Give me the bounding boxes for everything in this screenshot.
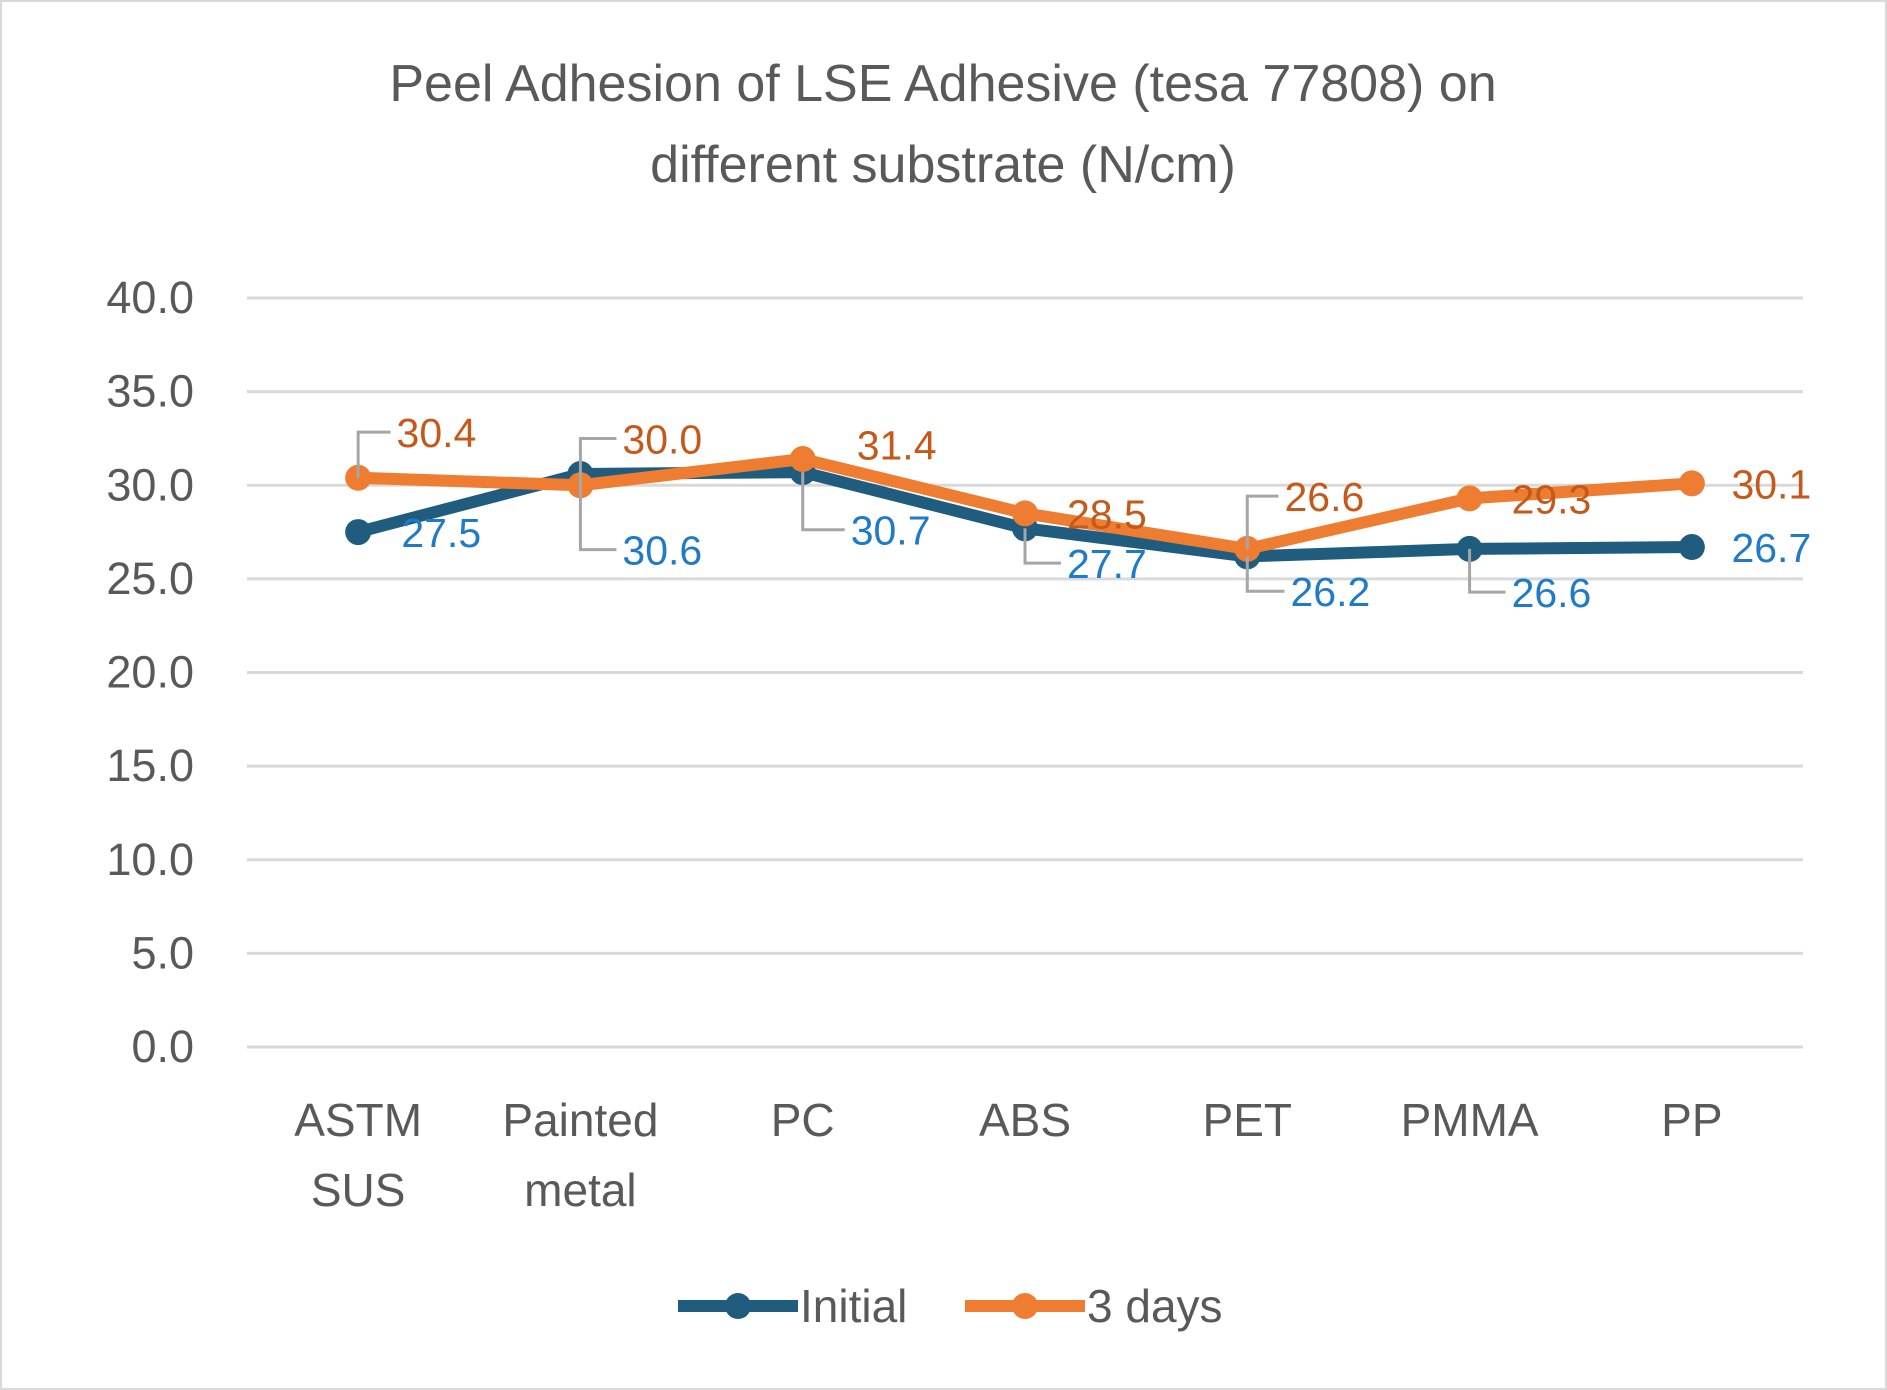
x-tick-label: Painted xyxy=(502,1094,658,1146)
y-tick-label: 15.0 xyxy=(106,740,194,791)
data-label: 30.1 xyxy=(1731,461,1811,507)
data-label: 28.5 xyxy=(1067,491,1147,537)
data-point xyxy=(1678,534,1705,561)
leader-line xyxy=(1023,528,1061,565)
x-tick-label: PMMA xyxy=(1401,1094,1539,1146)
y-tick-label: 5.0 xyxy=(131,927,194,978)
data-label: 30.6 xyxy=(622,528,702,574)
data-point xyxy=(345,519,372,546)
y-tick-label: 40.0 xyxy=(106,272,194,323)
data-point xyxy=(1678,470,1705,497)
data-label: 30.7 xyxy=(851,508,931,554)
data-point xyxy=(1456,485,1483,512)
data-label: 29.3 xyxy=(1512,476,1592,522)
data-label: 26.7 xyxy=(1731,525,1811,571)
data-label: 26.6 xyxy=(1512,570,1592,616)
data-label: 26.6 xyxy=(1284,474,1364,520)
data-point xyxy=(789,446,816,473)
leader-line xyxy=(578,474,617,552)
legend-label: Initial xyxy=(800,1280,907,1332)
x-tick-label: ABS xyxy=(979,1094,1071,1146)
data-point xyxy=(1012,500,1038,527)
chart-title-line-2: different substrate (N/cm) xyxy=(650,136,1236,194)
x-tick-label: PET xyxy=(1203,1094,1292,1146)
x-tick-label: PP xyxy=(1661,1094,1722,1146)
y-tick-label: 20.0 xyxy=(106,647,194,698)
data-label: 26.2 xyxy=(1290,569,1370,615)
leader-line xyxy=(801,472,845,532)
data-label: 31.4 xyxy=(857,423,937,469)
data-label: 30.4 xyxy=(397,410,477,456)
x-tick-label: PC xyxy=(771,1094,835,1146)
leader-line xyxy=(1245,494,1279,549)
legend-marker xyxy=(1012,1293,1038,1319)
legend-marker xyxy=(725,1293,751,1319)
leader-line xyxy=(1245,556,1285,593)
y-tick-label: 30.0 xyxy=(106,459,194,510)
data-label: 27.5 xyxy=(401,510,481,556)
y-tick-label: 10.0 xyxy=(106,834,194,885)
y-tick-label: 25.0 xyxy=(106,553,194,604)
y-tick-label: 35.0 xyxy=(106,366,194,417)
x-tick-label: metal xyxy=(524,1164,636,1216)
legend-label: 3 days xyxy=(1087,1280,1223,1332)
leader-line xyxy=(1468,548,1506,594)
leader-line xyxy=(578,436,617,486)
x-tick-label: ASTM xyxy=(294,1094,422,1146)
x-tick-label: SUS xyxy=(311,1164,406,1216)
leader-line xyxy=(356,430,391,478)
y-tick-label: 0.0 xyxy=(131,1021,194,1072)
data-label: 27.7 xyxy=(1067,541,1147,587)
chart-title-line-1: Peel Adhesion of LSE Adhesive (tesa 7780… xyxy=(389,55,1496,113)
data-label: 30.0 xyxy=(622,416,702,462)
